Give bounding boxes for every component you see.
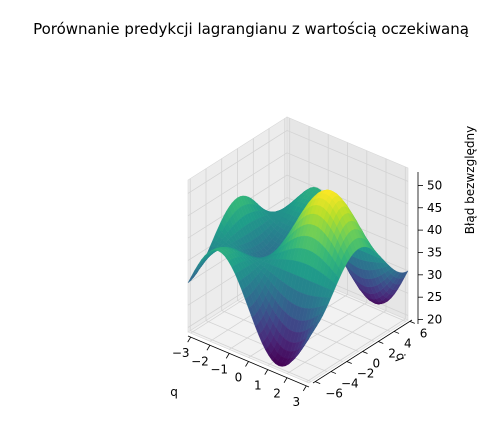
y-tick-mark (378, 341, 384, 344)
z-tick-label: 50 (427, 178, 442, 192)
x-tick-mark (283, 377, 288, 383)
z-tick-label: 25 (427, 290, 442, 304)
x-tick-label: −2 (191, 354, 209, 368)
z-axis-label: Błąd bezwzględny (463, 126, 477, 235)
y-tick-label: 4 (404, 336, 412, 350)
surface-patch (305, 331, 312, 341)
x-axis-label: q (170, 385, 178, 399)
y-tick-mark (315, 381, 321, 384)
z-grid-line (187, 152, 409, 217)
z-tick-label: 20 (427, 313, 442, 327)
y-tick-label: −6 (325, 387, 343, 401)
x-tick-mark (225, 353, 230, 359)
y-tick-mark (346, 361, 352, 364)
x-tick-mark (302, 385, 307, 392)
x-tick-label: 2 (273, 387, 281, 401)
y-tick-label: 0 (373, 357, 381, 371)
x-tick-label: −1 (210, 362, 228, 376)
x-tick-label: −3 (172, 346, 190, 360)
x-tick-label: 1 (254, 379, 262, 393)
y-tick-mark (393, 331, 400, 334)
y-tick-mark (330, 371, 337, 374)
x-tick-mark (206, 345, 211, 351)
x-tick-label: 3 (292, 395, 300, 409)
x-grid-line (306, 166, 406, 383)
y-axis-label: q̇ (393, 351, 409, 363)
y-tick-mark (409, 321, 415, 324)
y-tick-label: −2 (357, 367, 375, 381)
z-tick-label: 45 (427, 201, 442, 215)
x-tick-mark (264, 369, 269, 375)
y-grid-line (189, 178, 312, 382)
z-tick-label: 30 (427, 268, 442, 282)
chart-title: Porównanie predykcji lagrangianu z warto… (33, 20, 469, 38)
z-tick-label: 40 (427, 223, 442, 237)
surface-mesh (187, 186, 409, 367)
y-tick-mark (362, 351, 368, 354)
x-grid-line (286, 158, 387, 375)
y-tick-label: 2 (388, 346, 396, 360)
z-grid-line (187, 129, 409, 194)
x-tick-mark (245, 361, 249, 367)
y-tick-label: 6 (420, 326, 428, 340)
x-tick-label: 0 (235, 371, 243, 385)
z-grid-line (187, 174, 409, 239)
y-tick-label: −4 (341, 377, 359, 391)
z-tick-label: 35 (427, 245, 442, 259)
x-tick-mark (187, 336, 192, 343)
